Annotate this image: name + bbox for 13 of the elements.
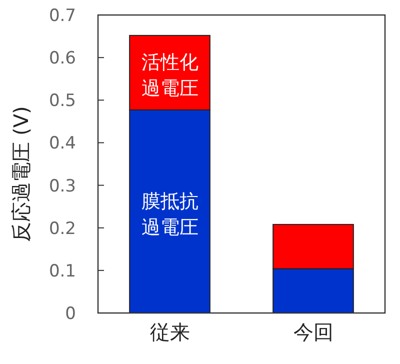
y-tick-label: 0.2 [48, 218, 76, 239]
x-tick-label: 今回 [293, 320, 334, 344]
y-tick-label: 0.3 [48, 176, 76, 196]
y-tick-label: 0.4 [48, 134, 76, 154]
y-tick-label: 0 [65, 304, 76, 324]
series-label: 活性化過電圧 [141, 52, 198, 100]
series-label: 膜抵抗過電圧 [141, 190, 198, 238]
y-axis-title: 反応過電圧 (V) [9, 106, 33, 242]
x-tick-label: 従来 [150, 320, 190, 344]
y-tick-label: 0.1 [48, 261, 76, 282]
y-tick-label: 0.7 [48, 6, 76, 26]
y-tick-label: 0.6 [48, 48, 76, 69]
y-tick-label: 0.5 [48, 91, 76, 112]
